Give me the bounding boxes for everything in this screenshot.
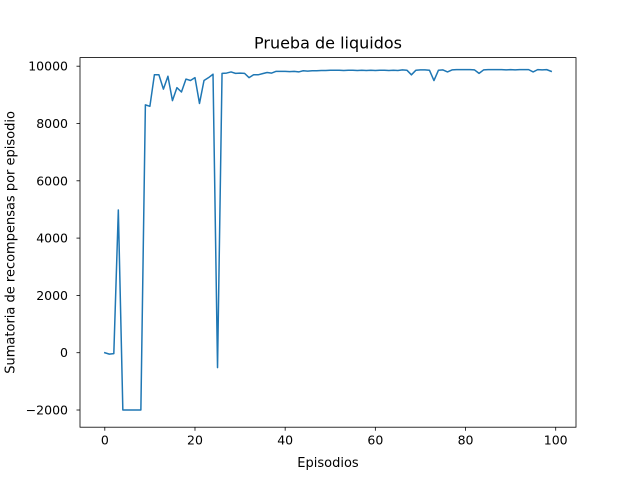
x-tick-label: 100 (544, 433, 568, 448)
x-tick-label: 0 (101, 433, 109, 448)
y-tick-label: 10000 (28, 59, 68, 74)
x-tick-label: 20 (187, 433, 203, 448)
chart-title: Prueba de liquidos (254, 34, 402, 53)
x-axis-ticks: 0 20 40 60 80 100 (101, 427, 568, 448)
y-tick-label: −2000 (26, 403, 68, 418)
x-tick-label: 80 (458, 433, 474, 448)
y-tick-label: 6000 (36, 173, 68, 188)
x-tick-label: 60 (367, 433, 383, 448)
series-line (103, 68, 553, 411)
y-tick-label: 0 (60, 345, 68, 360)
x-axis-label: Episodios (297, 456, 359, 471)
y-axis-ticks: −2000 0 2000 4000 6000 8000 10000 (26, 59, 80, 418)
y-axis-label: Sumatoria de recompensas por episodio (4, 111, 19, 374)
x-tick-label: 40 (277, 433, 293, 448)
y-tick-label: 4000 (36, 231, 68, 246)
plot-area: 0 20 40 60 80 100 −2000 0 2000 4000 6000 8000 10000 (26, 57, 577, 448)
axes-frame (79, 57, 577, 428)
y-tick-label: 2000 (36, 288, 68, 303)
y-tick-label: 8000 (36, 116, 68, 131)
